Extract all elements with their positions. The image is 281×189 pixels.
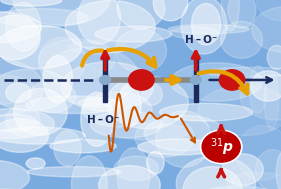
- Ellipse shape: [0, 119, 49, 152]
- Ellipse shape: [0, 25, 81, 68]
- Ellipse shape: [106, 76, 188, 129]
- Ellipse shape: [138, 139, 221, 155]
- Ellipse shape: [0, 160, 30, 189]
- Ellipse shape: [249, 66, 267, 114]
- Text: H – O⁻: H – O⁻: [185, 35, 217, 45]
- Ellipse shape: [135, 118, 194, 157]
- Ellipse shape: [81, 92, 113, 146]
- Ellipse shape: [6, 83, 31, 102]
- Ellipse shape: [0, 59, 43, 116]
- Ellipse shape: [205, 67, 281, 77]
- Ellipse shape: [14, 88, 67, 135]
- Ellipse shape: [192, 3, 221, 45]
- Ellipse shape: [117, 84, 141, 127]
- Ellipse shape: [159, 103, 253, 121]
- Ellipse shape: [156, 111, 211, 167]
- Ellipse shape: [221, 21, 262, 58]
- Circle shape: [200, 130, 242, 163]
- Ellipse shape: [228, 0, 256, 28]
- Ellipse shape: [43, 56, 72, 103]
- Ellipse shape: [142, 83, 162, 105]
- Ellipse shape: [114, 156, 158, 181]
- Ellipse shape: [168, 25, 249, 34]
- Ellipse shape: [0, 15, 40, 60]
- Ellipse shape: [95, 26, 172, 42]
- Ellipse shape: [6, 105, 40, 137]
- Ellipse shape: [0, 12, 42, 43]
- Ellipse shape: [26, 96, 121, 114]
- Ellipse shape: [115, 29, 166, 73]
- Ellipse shape: [29, 80, 76, 112]
- Ellipse shape: [99, 166, 160, 189]
- Ellipse shape: [251, 71, 281, 101]
- Ellipse shape: [26, 158, 45, 169]
- Ellipse shape: [0, 114, 38, 132]
- Ellipse shape: [54, 131, 81, 166]
- Ellipse shape: [42, 47, 138, 105]
- Ellipse shape: [198, 85, 281, 136]
- Ellipse shape: [0, 69, 71, 111]
- Circle shape: [100, 76, 111, 84]
- Ellipse shape: [0, 9, 88, 27]
- Bar: [103, 58, 107, 102]
- Ellipse shape: [264, 72, 279, 130]
- Ellipse shape: [78, 0, 121, 44]
- Ellipse shape: [71, 156, 107, 189]
- Ellipse shape: [117, 148, 150, 189]
- Ellipse shape: [202, 186, 275, 189]
- Ellipse shape: [267, 45, 281, 69]
- Ellipse shape: [153, 0, 188, 21]
- Ellipse shape: [181, 0, 227, 54]
- Ellipse shape: [147, 151, 164, 174]
- Ellipse shape: [256, 0, 281, 21]
- Ellipse shape: [61, 62, 153, 111]
- Ellipse shape: [176, 156, 255, 189]
- Ellipse shape: [255, 149, 281, 189]
- Ellipse shape: [50, 139, 116, 153]
- Ellipse shape: [227, 172, 281, 189]
- Ellipse shape: [0, 127, 85, 144]
- Ellipse shape: [117, 0, 165, 29]
- Ellipse shape: [1, 0, 62, 6]
- Text: $^{31}$p: $^{31}$p: [210, 136, 234, 158]
- Ellipse shape: [170, 27, 218, 39]
- Ellipse shape: [240, 75, 281, 120]
- Ellipse shape: [236, 125, 281, 180]
- Circle shape: [129, 70, 154, 90]
- Ellipse shape: [144, 115, 224, 151]
- Ellipse shape: [112, 123, 190, 140]
- Ellipse shape: [170, 63, 262, 101]
- Circle shape: [190, 76, 201, 84]
- Circle shape: [219, 70, 245, 90]
- Ellipse shape: [13, 0, 110, 25]
- Ellipse shape: [27, 167, 121, 177]
- Ellipse shape: [68, 41, 128, 54]
- Ellipse shape: [78, 98, 117, 107]
- Ellipse shape: [90, 111, 162, 138]
- Ellipse shape: [252, 6, 281, 53]
- Ellipse shape: [82, 92, 152, 127]
- Ellipse shape: [276, 150, 281, 189]
- Ellipse shape: [38, 37, 86, 84]
- Ellipse shape: [6, 2, 41, 51]
- Ellipse shape: [0, 74, 35, 104]
- Ellipse shape: [222, 154, 263, 185]
- Ellipse shape: [183, 167, 242, 189]
- Ellipse shape: [0, 109, 54, 139]
- Ellipse shape: [39, 39, 115, 80]
- Text: H – O⁻: H – O⁻: [87, 115, 119, 125]
- Bar: [194, 58, 198, 102]
- Ellipse shape: [65, 1, 155, 52]
- Ellipse shape: [221, 0, 239, 31]
- Circle shape: [202, 132, 240, 162]
